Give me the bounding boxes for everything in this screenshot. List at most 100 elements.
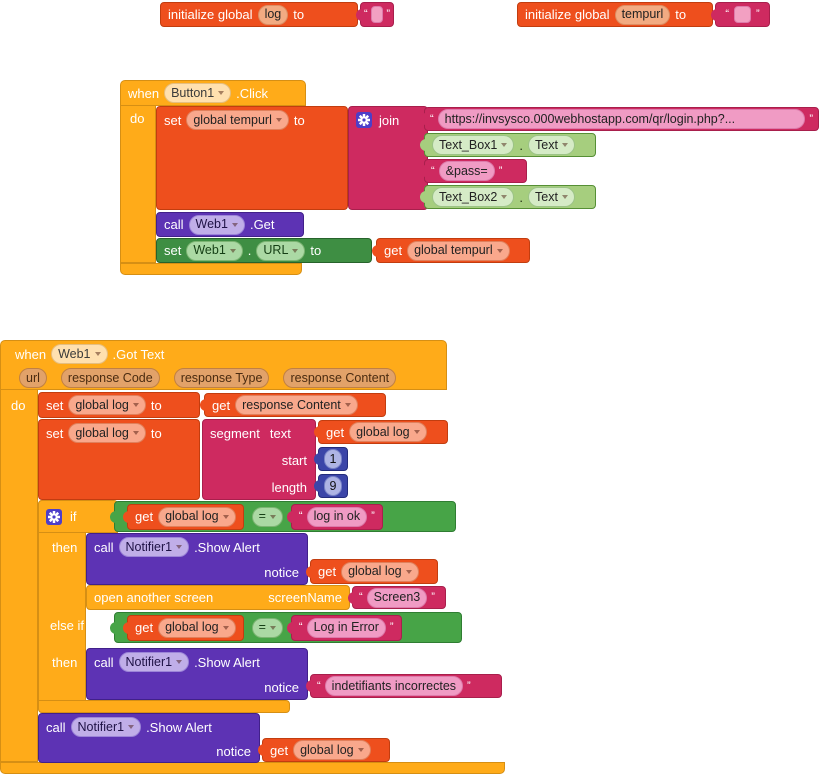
variable-dropdown[interactable]: global log (341, 561, 419, 582)
get-global-log-block[interactable]: get global log (306, 559, 438, 584)
get-global-log-block[interactable]: get global log (258, 738, 390, 762)
text-field[interactable]: log in ok (306, 506, 368, 527)
component-dropdown[interactable]: Web1 (186, 240, 243, 261)
log-in-error-string-block[interactable]: “ Log in Error ” (286, 614, 402, 641)
mutator-gear-icon[interactable] (356, 112, 372, 128)
url-text-field[interactable]: https://invsysco.000webhostapp.com/qr/lo… (437, 109, 806, 129)
call-web1-get-block[interactable]: call Web1 .Get (156, 212, 304, 237)
text-field[interactable]: indetifiants incorrectes (324, 676, 464, 696)
method-label: .Get (249, 217, 275, 232)
empty-text-field[interactable] (370, 6, 384, 23)
call-notifier-showalert-block[interactable]: call Notifier1 .Show Alert notice (86, 648, 308, 700)
when-button1-click-footer[interactable] (120, 263, 302, 275)
get-global-log-block[interactable]: get global log (314, 420, 448, 444)
property-dropdown[interactable]: Text (528, 187, 575, 207)
variable-name-field[interactable]: tempurl (614, 4, 671, 25)
if-block-header[interactable]: if (38, 500, 118, 533)
variable-name-field[interactable]: log (257, 4, 289, 25)
variable-dropdown[interactable]: response Content (235, 395, 358, 415)
variable-dropdown[interactable]: global tempurl (407, 240, 510, 261)
variable-dropdown[interactable]: global log (68, 395, 146, 415)
init-global-tempurl-block[interactable]: initialize global tempurl to (517, 2, 713, 27)
notice-param-label: notice (216, 743, 251, 759)
dropdown-arrow-icon (218, 91, 225, 95)
get-response-content-block[interactable]: get response Content (200, 393, 386, 417)
get-global-tempurl-block[interactable]: get global tempurl (372, 238, 530, 263)
param-response-code[interactable]: response Code (60, 368, 160, 388)
component-dropdown[interactable]: Notifier1 (70, 717, 142, 737)
url-string-block[interactable]: “ https://invsysco.000webhostapp.com/qr/… (420, 107, 819, 131)
variable-dropdown[interactable]: global log (158, 506, 236, 527)
when-button1-click-body[interactable]: do (120, 105, 156, 263)
number-9-block[interactable]: 9 (314, 474, 348, 498)
set-web1-url-block[interactable]: set Web1 . URL to (156, 238, 372, 263)
set-global-log-segment-block[interactable]: set global log to (38, 419, 200, 500)
empty-text-field[interactable] (734, 6, 751, 23)
empty-string-block[interactable]: “ ” (711, 2, 770, 27)
start-param-label: start (281, 453, 307, 468)
join-block[interactable]: join (348, 106, 428, 210)
component-dropdown[interactable]: Web1 (188, 214, 245, 235)
screenname-param-label: screenName (268, 590, 342, 605)
set-global-log-block[interactable]: set global log to (38, 392, 200, 418)
get-global-log-block[interactable]: get global log (123, 503, 244, 530)
param-url[interactable]: url (19, 368, 47, 388)
param-response-type[interactable]: response Type (173, 368, 270, 388)
variable-dropdown[interactable]: global log (293, 740, 371, 760)
equals-condition-block[interactable]: get global log = “ Log in Error ” (110, 612, 462, 643)
component-dropdown[interactable]: Web1 (51, 344, 108, 364)
if-block-left-column[interactable] (38, 500, 86, 713)
when-web1-gottext-body[interactable]: do (0, 389, 38, 762)
property-dropdown[interactable]: URL (256, 240, 306, 261)
close-quote: ” (809, 112, 813, 125)
empty-string-block[interactable]: “ ” (356, 2, 394, 27)
call-notifier-showalert-block[interactable]: call Notifier1 .Show Alert notice (86, 533, 308, 585)
open-quote: “ (298, 621, 303, 633)
component-dropdown[interactable]: Text_Box1 (432, 135, 515, 155)
textbox2-text-getter-block[interactable]: Text_Box2 . Text (420, 185, 596, 209)
screen3-string-block[interactable]: “ Screen3 ” (348, 586, 446, 609)
variable-dropdown[interactable]: global log (158, 617, 236, 638)
number-field[interactable]: 9 (323, 476, 343, 496)
equals-condition-block[interactable]: get global log = “ log in ok ” (110, 501, 456, 532)
param-response-content[interactable]: response Content (283, 368, 397, 388)
variable-dropdown[interactable]: global log (349, 422, 427, 442)
init-label: initialize global (168, 7, 253, 22)
log-in-ok-string-block[interactable]: “ log in ok ” (286, 503, 383, 530)
component-dropdown[interactable]: Notifier1 (118, 537, 190, 557)
init-label: initialize global (525, 7, 610, 22)
notice-param-label: notice (264, 564, 299, 580)
text-field[interactable]: &pass= (438, 161, 495, 181)
when-web1-gottext-header[interactable]: when Web1 .Got Text url response Code re… (0, 340, 447, 390)
set-label: set (46, 425, 64, 441)
wrong-credentials-string-block[interactable]: “ indetifiants incorrectes ” (306, 674, 502, 698)
text-field[interactable]: Screen3 (366, 587, 428, 608)
component-dropdown[interactable]: Button1 (164, 83, 232, 103)
if-block-footer[interactable] (38, 700, 290, 713)
dropdown-arrow-icon (269, 514, 276, 519)
component-dropdown[interactable]: Text_Box2 (432, 187, 515, 207)
dropdown-arrow-icon (176, 545, 183, 549)
comparison-dropdown[interactable]: = (251, 617, 283, 638)
set-label: set (46, 397, 64, 413)
component-dropdown[interactable]: Notifier1 (118, 652, 190, 672)
set-global-tempurl-block[interactable]: set global tempurl to (156, 106, 348, 210)
number-field[interactable]: 1 (323, 449, 343, 469)
init-global-log-block[interactable]: initialize global log to (160, 2, 358, 27)
property-dropdown[interactable]: Text (528, 135, 575, 155)
when-web1-gottext-footer[interactable] (0, 762, 505, 774)
pass-string-block[interactable]: “ &pass= ” (420, 159, 527, 183)
variable-dropdown[interactable]: global tempurl (186, 110, 289, 130)
when-button1-click-header[interactable]: when Button1 .Click (120, 80, 306, 106)
call-notifier-showalert-block[interactable]: call Notifier1 .Show Alert notice (38, 713, 260, 763)
text-field[interactable]: Log in Error (306, 617, 386, 638)
mutator-gear-icon[interactable] (46, 508, 62, 525)
number-1-block[interactable]: 1 (314, 447, 348, 471)
textbox1-text-getter-block[interactable]: Text_Box1 . Text (420, 133, 596, 157)
comparison-dropdown[interactable]: = (251, 506, 283, 527)
variable-dropdown[interactable]: global log (68, 423, 146, 443)
segment-text-block[interactable]: segment text start length (202, 419, 316, 500)
open-another-screen-block[interactable]: open another screen screenName (86, 585, 350, 610)
get-global-log-block[interactable]: get global log (123, 614, 244, 641)
